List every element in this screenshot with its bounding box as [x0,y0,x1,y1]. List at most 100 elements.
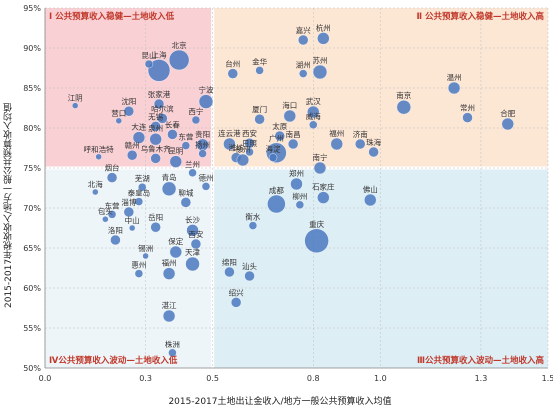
bubble [190,238,202,250]
quadrant-labels: Ⅰ 公共预算收入稳健—土地收入低 Ⅱ 公共预算收入稳健—土地收入高 Ⅲ公共预算收入波… [49,11,544,366]
point-label: 青岛 [162,172,177,182]
point-label: 海淀 [266,144,281,154]
point-label: 长沙 [185,214,200,224]
bubble [255,66,264,75]
bubble [268,153,278,162]
bubble [198,94,214,109]
point-label: 日照 [242,139,257,148]
point-label: 石家庄 [312,182,335,192]
bubble [201,182,211,191]
y-tick-label: 70% [23,204,41,213]
point-label: 嘉兴 [296,25,311,35]
point-label: 聊城 [178,188,193,197]
point-label: 长春 [165,119,180,129]
point-label: 乌鲁木齐 [141,143,171,153]
point-label: 包头 [98,206,113,216]
bubble [447,81,461,95]
bubble [309,120,318,130]
point-label: 台州 [225,59,240,69]
point-label: 赣州 [125,140,140,150]
point-label: 锡洲 [138,244,153,253]
point-label: 太原 [272,121,287,131]
point-label: 广州 [269,133,284,143]
point-label: 贵阳 [195,129,210,139]
point-label: 佛山 [363,184,378,194]
point-label: 保定 [168,236,183,246]
bubble [267,194,286,214]
bubble [396,99,412,115]
bubble [162,267,176,280]
quadrant-label-II: Ⅱ 公共预算收入稳健—土地收入高 [416,11,544,22]
point-label: 重庆 [309,219,324,229]
bubble [147,59,171,82]
point-label: 淄博 [121,197,136,207]
bubble [168,49,190,71]
bubble [295,200,305,210]
point-label: 东营 [105,200,120,210]
x-tick-label: 0.0 [39,374,52,383]
bubble [274,130,285,142]
point-label: 株洲 [165,339,180,349]
point-label: 金华 [252,56,267,66]
point-label: 大连 [131,122,146,132]
bubble [134,269,144,278]
y-tick-label: 60% [23,284,41,293]
bubble [287,138,299,150]
point-label: 西安 [242,128,257,138]
point-label: 郑州 [289,168,304,178]
y-tick-label: 75% [23,164,41,173]
point-label: 西宁 [188,106,203,116]
bubble [283,109,296,123]
bubble [230,297,242,308]
point-label: 江阴 [68,94,83,103]
x-tick-label: 0.8 [307,374,320,383]
y-tick-label: 65% [23,244,41,253]
bubble [254,113,265,125]
point-label: 济南 [353,129,368,139]
bubble [180,197,192,208]
point-label: 昆明 [168,147,183,156]
bubble [317,32,330,45]
y-axis-title: 2015-2017年税收收入/地方一般公共预算收入均值 [4,102,14,309]
x-tick-label: 0.3 [139,374,152,383]
point-label: 芜湖 [135,173,150,183]
bubble [126,149,138,161]
y-tick-label: 50% [23,364,41,373]
bubble [248,221,258,230]
point-label: 常州 [460,104,475,113]
bubble [153,98,165,110]
point-label: 福州 [329,129,344,138]
bubble [138,182,147,192]
point-label: 北京 [172,40,187,50]
point-label: 绵阳 [222,257,237,267]
point-label: 扬州 [195,140,210,150]
quadrant-label-IV: Ⅳ公共预算收入波动—土地收入低 [49,355,178,366]
bubble [128,224,136,232]
point-label: 南宁 [312,152,327,162]
point-label: 张家港 [148,89,171,99]
bubbles [71,32,514,357]
bubble [92,188,99,196]
point-label: 北海 [88,179,103,189]
point-label: 合肥 [500,108,515,118]
bubble [227,68,238,79]
x-tick-label: 1.3 [475,374,488,383]
bubble [95,153,102,161]
bubble [330,137,343,151]
point-label: 武汉 [306,96,321,106]
y-tick-label: 55% [23,324,41,333]
bubble [142,252,149,260]
point-label: 烟台 [105,163,120,173]
point-label: 衡水 [245,212,260,222]
bubble [169,155,182,168]
bubble [150,153,161,164]
bubble [110,234,121,246]
bubble [244,270,255,282]
bubble [144,59,154,69]
point-label: 德州 [198,172,213,182]
point-label: 徐州 [235,144,250,154]
point-label: 福州 [162,259,177,268]
bubble [224,266,235,278]
point-label: 昆山 [141,50,156,60]
